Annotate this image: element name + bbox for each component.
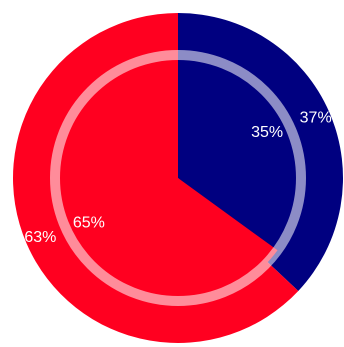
pie-slice xyxy=(54,55,278,302)
ring-separator xyxy=(50,50,306,306)
data-label: 65% xyxy=(73,215,105,232)
data-label: 37% xyxy=(300,110,332,127)
data-label: 63% xyxy=(24,229,56,246)
data-label: 35% xyxy=(251,124,283,141)
